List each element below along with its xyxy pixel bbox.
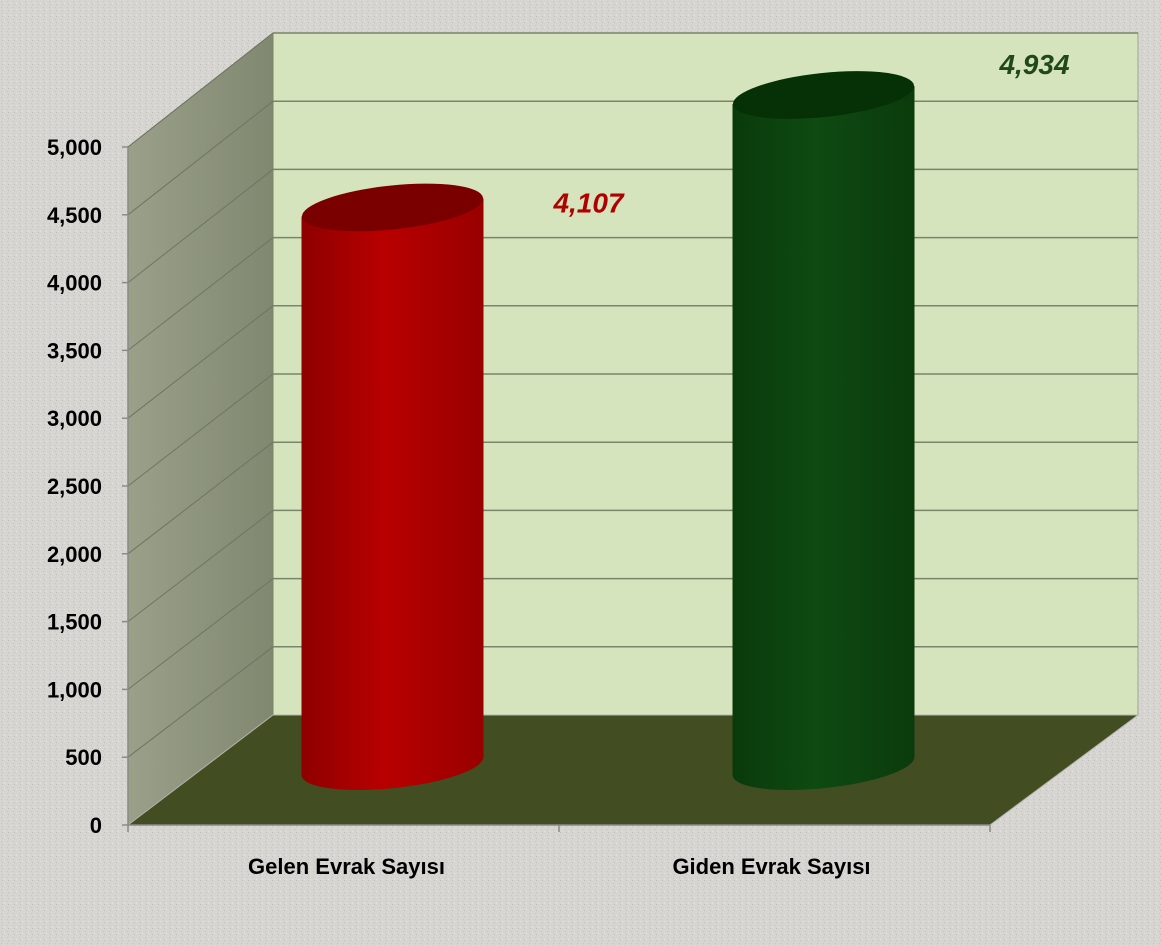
y-tick-label: 0: [90, 813, 102, 838]
bar-top: [732, 71, 915, 119]
gridline-side: [127, 100, 274, 216]
chart-walls: [127, 31, 1139, 827]
y-tick-label: 3,000: [47, 406, 102, 431]
gridline-side: [127, 646, 274, 758]
data-label-1: 4,107: [552, 187, 624, 218]
labels: 4,107 Gelen Evrak Sayısı 4,934 Giden Evrak …: [248, 49, 1070, 879]
data-label-2: 4,934: [998, 49, 1069, 80]
y-tick-label: 4,000: [47, 271, 102, 296]
gridline-side: [127, 510, 274, 622]
y-tick-label: 500: [65, 745, 102, 770]
gridline-side: [127, 305, 274, 419]
axes: 0 500 1,000 1,500 2,000 2,500 3,000 3,500 4,000 4…: [47, 135, 991, 838]
bar-body: [732, 85, 915, 790]
y-tick-label: 2,500: [47, 474, 102, 499]
bar-2: [732, 71, 915, 790]
bar-body: [301, 198, 484, 790]
gridline-side: [127, 32, 274, 148]
y-tick-label: 4,500: [47, 203, 102, 228]
gridline-side: [127, 169, 274, 283]
side-wall: [127, 31, 274, 827]
floor-plane: [126, 714, 1140, 826]
y-tick-label: 3,500: [47, 338, 102, 363]
bar-1: [301, 183, 484, 790]
y-tick-label: 1,500: [47, 610, 102, 635]
y-tick-label: 1,000: [47, 677, 102, 702]
gridline-side: [127, 441, 274, 555]
chart-floor: [126, 714, 1140, 826]
gridline-side: [127, 237, 274, 351]
bar-top: [301, 183, 484, 232]
y-tick-label: 2,000: [47, 542, 102, 567]
y-tick-label: 5,000: [47, 135, 102, 160]
gridline-side: [127, 373, 274, 487]
x-category-label: Giden Evrak Sayısı: [672, 854, 870, 879]
bars: [301, 71, 915, 790]
x-category-label: Gelen Evrak Sayısı: [248, 854, 445, 879]
gridline-side: [127, 578, 274, 690]
